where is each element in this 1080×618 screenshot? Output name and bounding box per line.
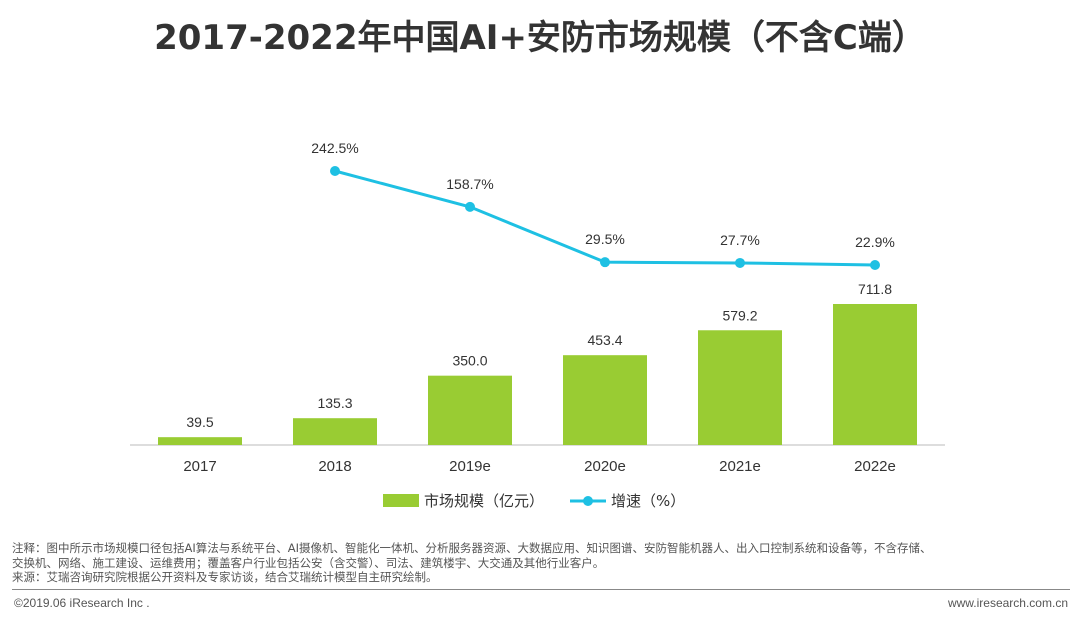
growth-label: 242.5% bbox=[311, 140, 358, 156]
bar bbox=[698, 330, 782, 445]
footer-divider bbox=[12, 589, 1070, 590]
bar bbox=[158, 437, 242, 445]
bar-label: 39.5 bbox=[186, 414, 213, 430]
x-tick-label: 2019e bbox=[449, 458, 491, 475]
x-tick-label: 2020e bbox=[584, 458, 626, 475]
bar bbox=[833, 304, 917, 445]
bar bbox=[563, 355, 647, 445]
growth-point bbox=[735, 257, 745, 268]
note-line: 交换机、网络、施工建设、运维费用；覆盖客户行业包括公安（含交警）、司法、建筑楼宇… bbox=[12, 555, 605, 570]
legend-bar-label: 市场规模（亿元） bbox=[424, 492, 544, 510]
growth-point bbox=[330, 166, 340, 177]
x-tick-label: 2021e bbox=[719, 458, 761, 475]
copyright: ©2019.06 iResearch Inc . bbox=[14, 596, 150, 610]
bar bbox=[293, 418, 377, 445]
x-tick-label: 2022e bbox=[854, 458, 896, 475]
legend-line-marker bbox=[583, 496, 593, 506]
note-line: 注释：图中所示市场规模口径包括AI算法与系统平台、AI摄像机、智能化一体机、分析… bbox=[12, 541, 932, 555]
growth-label: 22.9% bbox=[855, 234, 895, 250]
bar bbox=[428, 375, 512, 445]
bar-label: 350.0 bbox=[452, 353, 487, 369]
legend-line-label: 增速（%） bbox=[611, 492, 685, 510]
chart: 39.5 2017 135.3 2018 350.0 2019e 453.4 2020e 579… bbox=[130, 140, 945, 510]
growth-label: 27.7% bbox=[720, 232, 760, 248]
x-tick-label: 2018 bbox=[318, 458, 351, 475]
bar-label: 711.8 bbox=[858, 281, 892, 297]
notes: 注释：图中所示市场规模口径包括AI算法与系统平台、AI摄像机、智能化一体机、分析… bbox=[12, 541, 1077, 585]
bar-label: 579.2 bbox=[722, 307, 757, 323]
growth-label: 158.7% bbox=[446, 176, 493, 192]
website-link[interactable]: www.iresearch.com.cn bbox=[947, 596, 1068, 610]
growth-point bbox=[465, 201, 475, 212]
growth-line bbox=[334, 169, 876, 267]
bar-label: 453.4 bbox=[587, 332, 622, 348]
chart-title: 2017-2022年中国AI+安防市场规模（不含C端） bbox=[154, 18, 926, 58]
source-line: 来源：艾瑞咨询研究院根据公开资料及专家访谈，结合艾瑞统计模型自主研究绘制。 bbox=[12, 570, 438, 584]
growth-point bbox=[600, 257, 610, 268]
legend-bar-swatch bbox=[383, 494, 419, 507]
bar-label: 135.3 bbox=[317, 395, 352, 411]
growth-label: 29.5% bbox=[585, 231, 625, 247]
growth-point bbox=[870, 260, 880, 270]
x-tick-label: 2017 bbox=[183, 458, 216, 475]
